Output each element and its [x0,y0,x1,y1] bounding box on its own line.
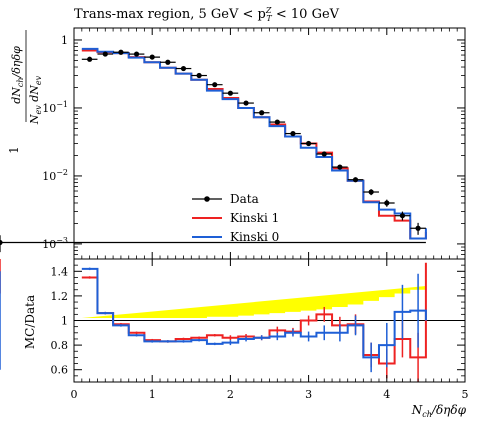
series-line-kinski-0 [81,47,427,240]
data-point [128,51,145,57]
data-point [191,72,207,79]
data-point [144,54,161,60]
y-axis-label-bottom: MC/Data [23,295,37,349]
data-point [238,100,254,106]
data-uncertainty-band [81,286,426,319]
data-point [97,51,114,57]
x-tick-label: 1 [149,388,156,401]
ratio-series-kinski-0 [0,267,427,373]
legend-item-kinski-0: Kinski 0 [192,230,279,244]
legend: Data Kinski 1 Kinski 0 [192,192,279,244]
svg-text:dNch/δηδφ: dNch/δηδφ [10,46,25,104]
data-point [316,151,333,157]
legend-label: Data [230,192,259,206]
data-point [347,177,364,183]
data-point [81,56,98,62]
ratio-plot-panel: 0.6 0.8 1 1.2 1.4 0 1 2 3 4 5 [0,258,469,401]
ratio-y-tick-label: 0.6 [51,364,69,377]
data-point [332,164,348,170]
data-point [0,235,426,253]
y-tick-label: 1 [61,34,68,47]
svg-text:Nev dNev: Nev dNev [28,75,43,125]
x-axis-label: Nch/δηδφ [411,403,467,419]
ratio-y-tick-label: 1 [61,315,68,328]
legend-item-kinski-1: Kinski 1 [192,211,279,225]
svg-text:1: 1 [7,146,21,154]
data-point [222,90,239,96]
legend-label: Kinski 0 [230,230,279,244]
x-tick-label: 5 [462,388,469,401]
x-tick-label: 2 [227,388,234,401]
x-tick-label: 0 [71,388,78,401]
data-point [410,222,426,235]
data-point [253,110,270,116]
data-point [300,140,317,147]
data-point [206,82,223,88]
data-point [285,130,301,137]
legend-item-data: Data [192,192,259,206]
data-point [113,49,129,55]
chart-title: Trans-max region, 5 GeV < pZ T < 10 GeV [74,6,340,23]
data-point [394,211,411,221]
legend-label: Kinski 1 [230,211,279,225]
x-tick-label: 3 [305,388,312,401]
x-tick-label: 4 [383,388,390,401]
ratio-y-tick-label: 0.8 [51,339,69,352]
y-axis-label-top: 1 Nev dNev dNch/δηδφ [7,30,43,154]
data-point [160,59,176,65]
data-point [175,65,192,72]
data-point [363,189,379,196]
y-tick-label: 10−2 [42,168,68,183]
data-point [269,119,286,125]
ratio-y-tick-label: 1.4 [51,265,69,278]
data-point [378,199,395,207]
ratio-y-tick-label: 1.2 [51,290,69,303]
y-tick-label: 10−3 [42,236,68,251]
y-tick-label: 10−1 [42,100,68,115]
